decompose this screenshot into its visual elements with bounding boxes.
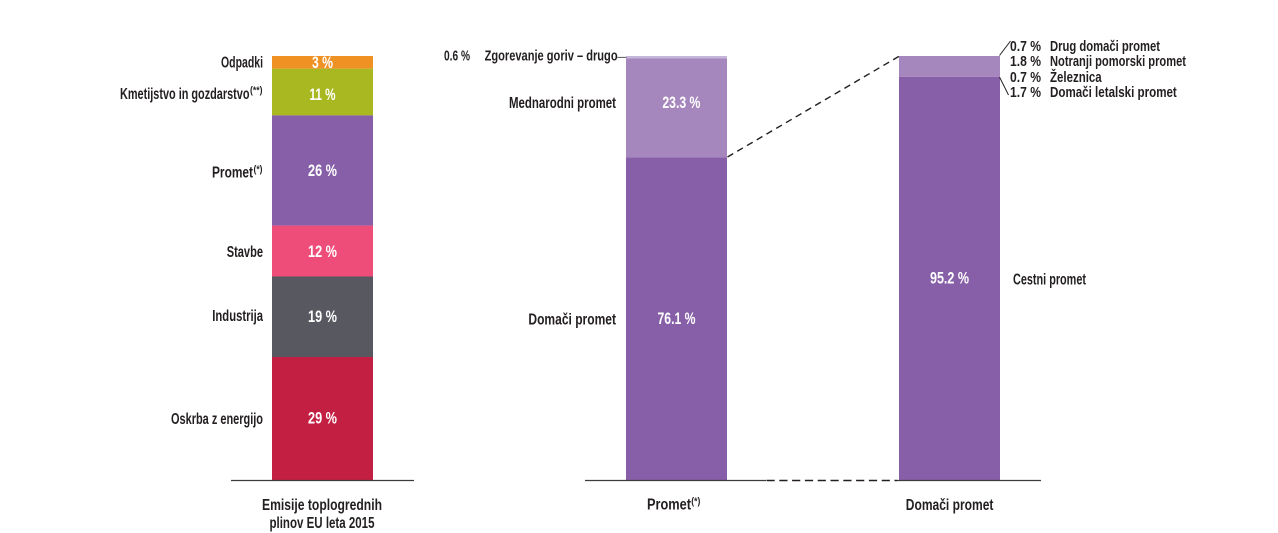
svg-text:(*): (*) (254, 165, 263, 176)
svg-text:1.7 %: 1.7 % (1010, 84, 1041, 101)
svg-text:Stavbe: Stavbe (227, 244, 263, 261)
svg-text:Domači promet: Domači promet (906, 497, 994, 514)
svg-text:(*): (*) (691, 497, 700, 508)
svg-text:0.6 %: 0.6 % (444, 48, 470, 65)
svg-text:Promet: Promet (647, 497, 692, 514)
svg-text:Promet: Promet (212, 165, 253, 182)
svg-text:Notranji pomorski promet: Notranji pomorski promet (1050, 53, 1186, 70)
svg-text:19 %: 19 % (308, 307, 337, 326)
svg-text:26 %: 26 % (308, 161, 337, 180)
svg-text:Odpadki: Odpadki (221, 54, 263, 71)
svg-text:95.2 %: 95.2 % (930, 269, 969, 288)
svg-text:Oskrba z energijo: Oskrba z energijo (171, 411, 263, 428)
svg-text:Industrija: Industrija (212, 308, 263, 325)
svg-text:0.7 %: 0.7 % (1010, 69, 1041, 86)
svg-text:Železnica: Železnica (1050, 68, 1102, 86)
svg-text:29 %: 29 % (308, 409, 337, 428)
svg-text:Domači promet: Domači promet (528, 312, 616, 329)
svg-text:11 %: 11 % (310, 85, 336, 104)
svg-text:Kmetijstvo in gozdarstvo: Kmetijstvo in gozdarstvo (120, 86, 250, 103)
svg-text:Emisije toplogrednih: Emisije toplogrednih (262, 497, 382, 514)
svg-text:0.7 %: 0.7 % (1010, 38, 1041, 55)
svg-text:3 %: 3 % (312, 53, 333, 72)
svg-text:76.1 %: 76.1 % (658, 309, 696, 328)
svg-text:23.3 %: 23.3 % (662, 93, 700, 112)
svg-text:Zgorevanje goriv – drugo: Zgorevanje goriv – drugo (485, 48, 618, 65)
svg-text:Drug domači promet: Drug domači promet (1050, 38, 1160, 55)
svg-text:(**): (**) (250, 86, 263, 97)
svg-text:Domači letalski promet: Domači letalski promet (1050, 84, 1177, 101)
svg-text:Mednarodni promet: Mednarodni promet (509, 95, 616, 112)
svg-text:1.8 %: 1.8 % (1010, 53, 1041, 70)
svg-text:plinov EU leta 2015: plinov EU leta 2015 (270, 515, 375, 532)
svg-text:Cestni promet: Cestni promet (1013, 271, 1086, 288)
svg-text:12 %: 12 % (308, 242, 337, 261)
